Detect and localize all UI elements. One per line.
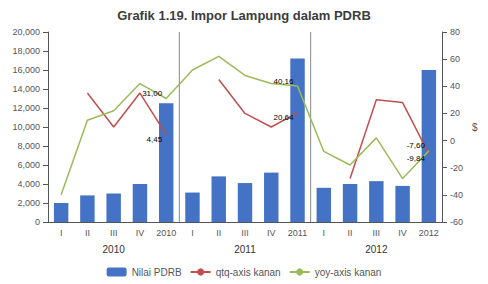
svg-text:2012: 2012 [365, 244, 388, 255]
svg-text:-40: -40 [450, 190, 463, 200]
svg-text:20,000: 20,000 [12, 27, 40, 37]
svg-text:-20: -20 [450, 163, 463, 173]
svg-text:2,000: 2,000 [17, 198, 40, 208]
svg-text:-7,60: -7,60 [407, 141, 426, 150]
svg-text:yoy-axis kanan: yoy-axis kanan [315, 267, 382, 278]
svg-text:4,000: 4,000 [17, 179, 40, 189]
svg-text:16,000: 16,000 [12, 65, 40, 75]
svg-text:I: I [323, 228, 326, 238]
svg-text:II: II [216, 228, 221, 238]
svg-text:14,000: 14,000 [12, 84, 40, 94]
svg-text:0: 0 [450, 136, 455, 146]
svg-text:2010: 2010 [103, 244, 126, 255]
svg-text:III: III [110, 228, 118, 238]
svg-text:IV: IV [267, 228, 276, 238]
svg-text:II: II [348, 228, 353, 238]
svg-text:20: 20 [450, 108, 460, 118]
svg-text:40: 40 [450, 81, 460, 91]
svg-text:8,000: 8,000 [17, 141, 40, 151]
svg-text:0: 0 [35, 217, 40, 227]
svg-text:2011: 2011 [288, 228, 307, 238]
svg-text:IV: IV [136, 228, 145, 238]
svg-text:I: I [191, 228, 194, 238]
svg-text:IV: IV [398, 228, 407, 238]
svg-text:qtq-axis kanan: qtq-axis kanan [216, 267, 281, 278]
svg-text:$: $ [472, 122, 478, 133]
svg-text:2012: 2012 [419, 228, 439, 238]
svg-text:III: III [373, 228, 381, 238]
svg-text:I: I [60, 228, 63, 238]
svg-text:III: III [241, 228, 249, 238]
svg-text:12,000: 12,000 [12, 103, 40, 113]
svg-text:-9,84: -9,84 [407, 154, 426, 163]
svg-text:2011: 2011 [234, 244, 256, 255]
svg-text:40,16: 40,16 [274, 77, 295, 86]
svg-text:18,000: 18,000 [12, 46, 40, 56]
svg-text:20,64: 20,64 [274, 113, 295, 122]
svg-text:10,000: 10,000 [12, 122, 40, 132]
svg-text:Nilai PDRB: Nilai PDRB [132, 267, 182, 278]
svg-text:80: 80 [450, 27, 460, 37]
svg-text:II: II [85, 228, 90, 238]
svg-text:31,00: 31,00 [142, 89, 163, 98]
svg-text:-60: -60 [450, 217, 463, 227]
svg-text:2010: 2010 [156, 228, 176, 238]
svg-text:60: 60 [450, 54, 460, 64]
svg-text:6,000: 6,000 [17, 160, 40, 170]
svg-text:Grafik 1.19. Impor Lampung dal: Grafik 1.19. Impor Lampung dalam PDRB [117, 8, 371, 23]
svg-text:4,45: 4,45 [147, 135, 163, 144]
